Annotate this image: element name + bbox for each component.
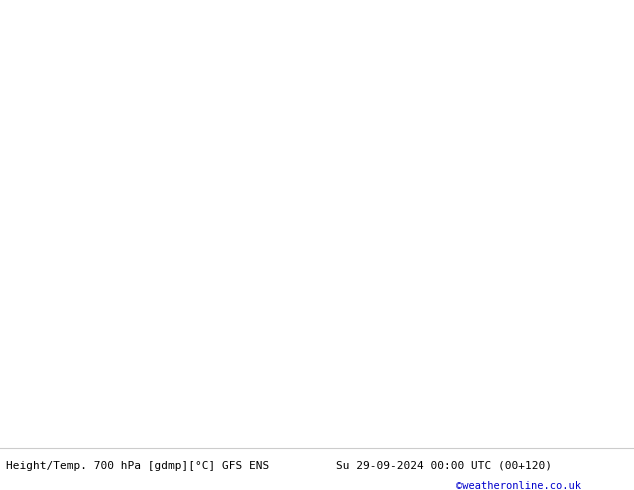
Text: Height/Temp. 700 hPa [gdmp][°C] GFS ENS: Height/Temp. 700 hPa [gdmp][°C] GFS ENS [6,461,269,471]
Text: Su 29-09-2024 00:00 UTC (00+120): Su 29-09-2024 00:00 UTC (00+120) [336,461,552,471]
Text: ©weatheronline.co.uk: ©weatheronline.co.uk [456,481,581,490]
